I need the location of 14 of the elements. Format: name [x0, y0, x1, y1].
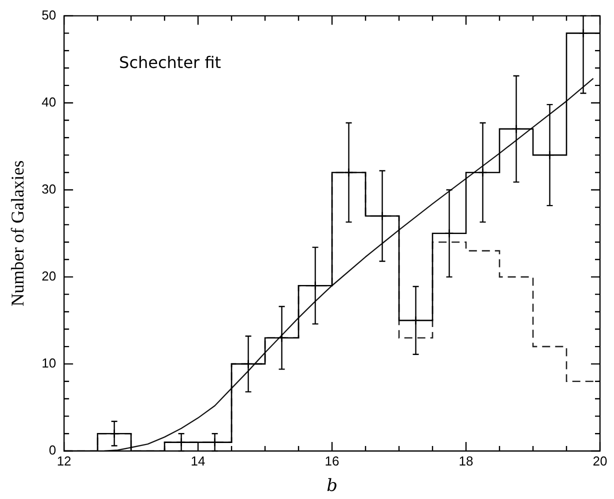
- y-tick-label: 10: [42, 356, 56, 371]
- y-tick-label: 20: [42, 268, 56, 284]
- x-axis-title: b: [326, 476, 338, 496]
- y-tick-label: 50: [42, 7, 56, 22]
- x-tick-label: 16: [324, 453, 340, 468]
- y-tick-label: 30: [42, 181, 56, 196]
- y-tick-label: 40: [42, 94, 56, 110]
- x-tick-label: 20: [592, 453, 608, 468]
- x-tick-label: 18: [458, 453, 474, 468]
- x-tick-label: 14: [190, 453, 206, 468]
- x-tick-label: 12: [56, 453, 72, 468]
- y-axis-title: Number of Galaxies: [8, 160, 28, 306]
- y-tick-label: 0: [48, 442, 56, 458]
- annotation: Schechter fit: [119, 52, 222, 72]
